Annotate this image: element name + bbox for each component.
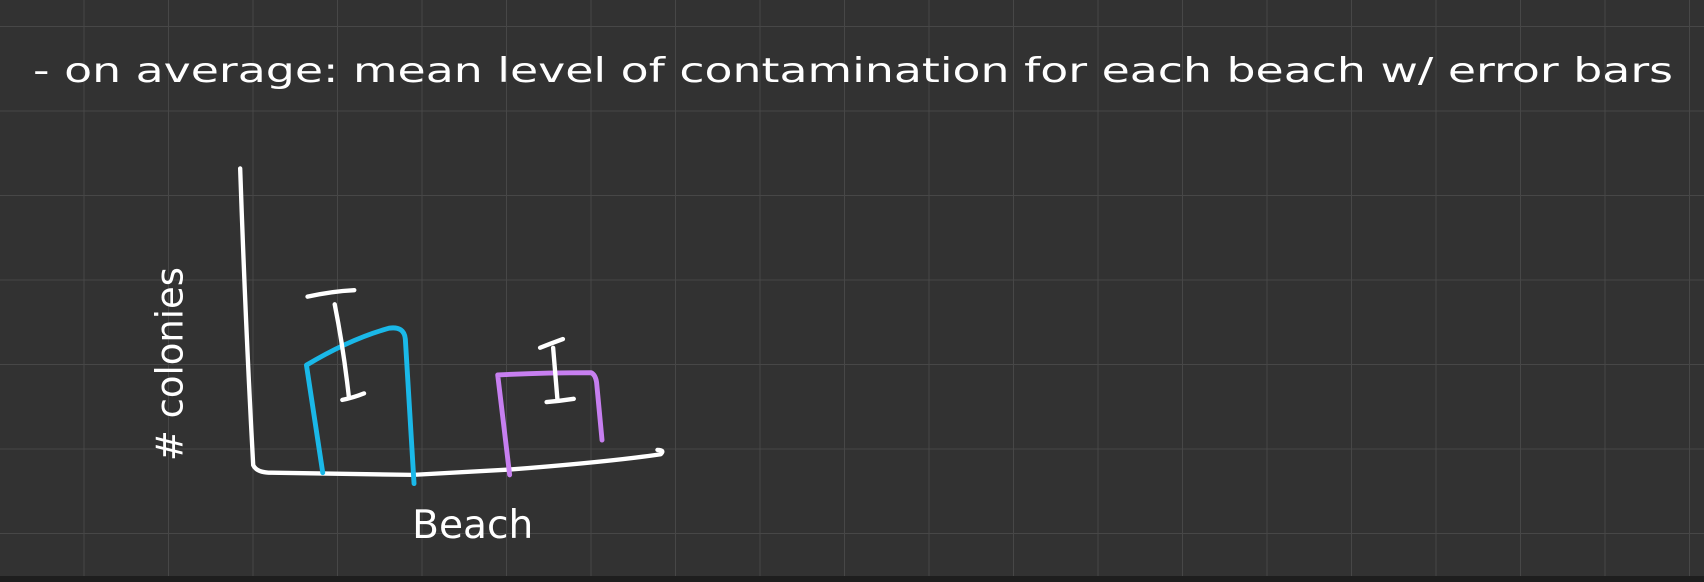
- bar-sketch: [495, 370, 605, 478]
- note-text: - on average: mean level of contaminatio…: [33, 51, 1673, 91]
- error-bar-sketch: [537, 336, 576, 405]
- sketch: # colonies Beach: [149, 166, 665, 548]
- axes: [237, 166, 665, 478]
- bar-sketch: [304, 325, 417, 487]
- error-bar-sketch: [305, 287, 367, 403]
- y-axis-label: # colonies: [149, 267, 192, 461]
- bottom-bar: [0, 576, 1704, 582]
- x-axis-label: Beach: [412, 503, 533, 548]
